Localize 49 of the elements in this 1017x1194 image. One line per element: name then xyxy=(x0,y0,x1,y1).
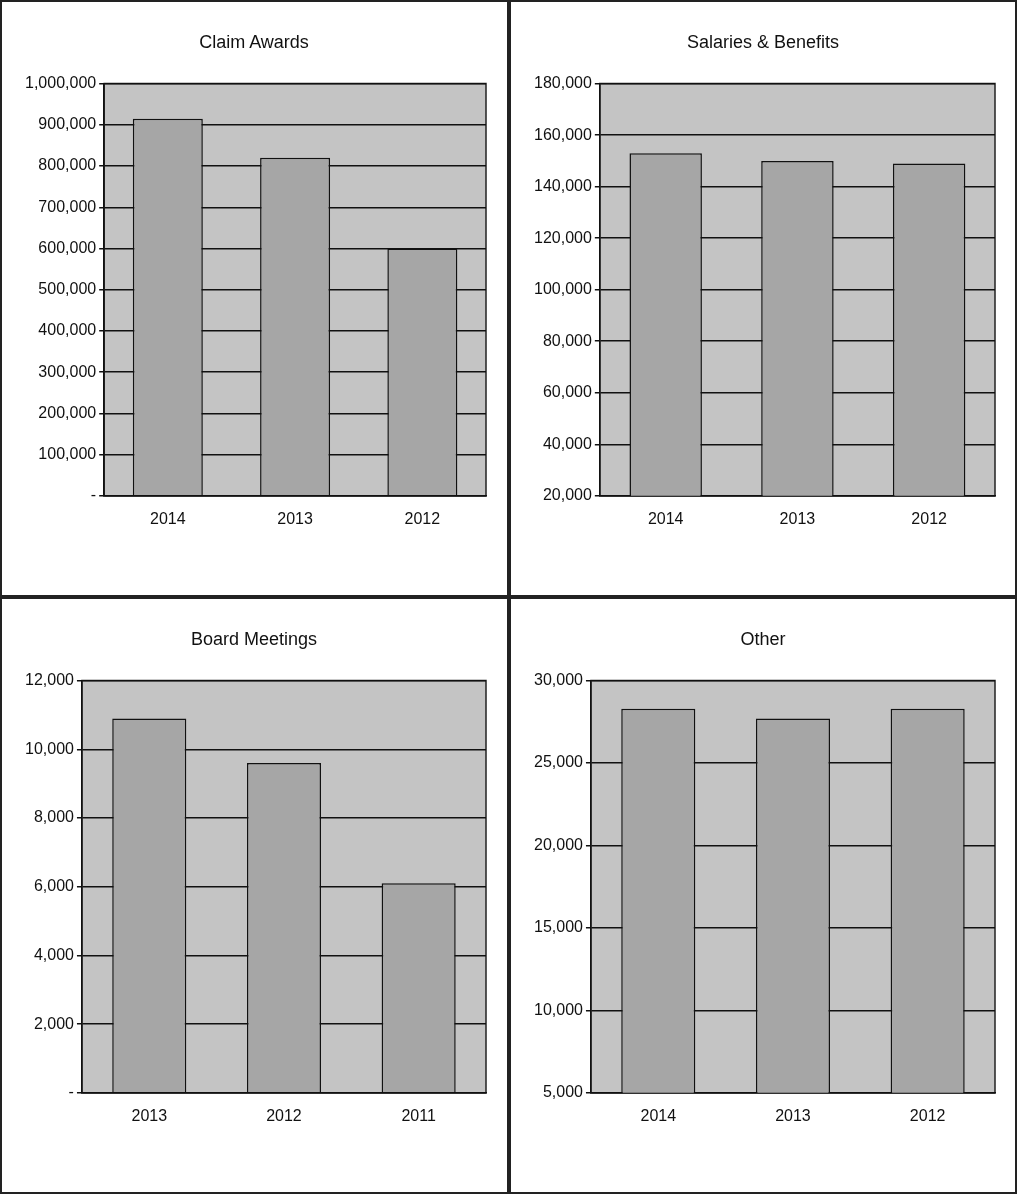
y-tick-label: 500,000 xyxy=(38,280,97,298)
x-tick-label: 2012 xyxy=(910,509,947,527)
y-tick-label: 100,000 xyxy=(38,444,97,462)
x-tick-label: 2012 xyxy=(404,509,441,527)
y-tick-label: 600,000 xyxy=(38,238,97,256)
x-tick-label: 2014 xyxy=(639,1106,676,1124)
y-tick-label: - xyxy=(90,486,97,504)
x-tick-label: 2012 xyxy=(266,1106,302,1124)
y-tick-label: 2,000 xyxy=(33,1014,75,1032)
x-tick-label: 2014 xyxy=(647,509,684,527)
y-tick-label: 8,000 xyxy=(33,808,75,826)
y-tick-label: 400,000 xyxy=(38,321,97,339)
y-tick-label: 25,000 xyxy=(533,753,583,771)
y-tick-label: 100,000 xyxy=(533,280,592,298)
chart-title: Salaries & Benefits xyxy=(686,31,839,52)
y-tick-label: 12,000 xyxy=(25,671,75,689)
y-tick-label: 140,000 xyxy=(533,177,592,195)
y-tick-label: 700,000 xyxy=(38,197,97,215)
y-tick-label: 40,000 xyxy=(542,434,592,452)
y-tick-label: 20,000 xyxy=(542,486,592,504)
x-tick-label: 2013 xyxy=(131,1106,168,1124)
y-tick-label: - xyxy=(68,1083,74,1101)
y-tick-label: 60,000 xyxy=(542,383,592,401)
x-tick-label: 2012 xyxy=(909,1106,946,1124)
y-tick-label: 20,000 xyxy=(533,835,583,853)
y-tick-label: 30,000 xyxy=(533,671,583,689)
y-tick-label: 800,000 xyxy=(38,156,97,174)
y-tick-label: 80,000 xyxy=(542,331,592,349)
chart-title: Board Meetings xyxy=(190,628,318,649)
y-tick-label: 6,000 xyxy=(33,877,75,895)
x-tick-label: 2011 xyxy=(401,1106,436,1124)
y-tick-label: 10,000 xyxy=(25,739,75,757)
y-tick-label: 300,000 xyxy=(38,362,97,380)
y-tick-label: 900,000 xyxy=(38,115,97,133)
y-tick-label: 15,000 xyxy=(533,918,583,936)
chart-title: Other xyxy=(739,628,786,649)
x-tick-label: 2013 xyxy=(277,509,313,527)
chart-title: Claim Awards xyxy=(199,31,309,52)
x-tick-label: 2014 xyxy=(150,509,186,527)
y-tick-label: 160,000 xyxy=(533,125,592,143)
y-tick-label: 120,000 xyxy=(533,228,592,246)
y-tick-label: 10,000 xyxy=(533,1000,583,1018)
y-tick-label: 180,000 xyxy=(533,74,592,92)
y-tick-label: 1,000,000 xyxy=(24,74,97,92)
x-tick-label: 2013 xyxy=(774,1106,811,1124)
y-tick-label: 4,000 xyxy=(33,945,75,963)
y-tick-label: 5,000 xyxy=(542,1083,583,1101)
y-tick-label: 200,000 xyxy=(38,403,97,421)
x-tick-label: 2013 xyxy=(779,509,815,527)
